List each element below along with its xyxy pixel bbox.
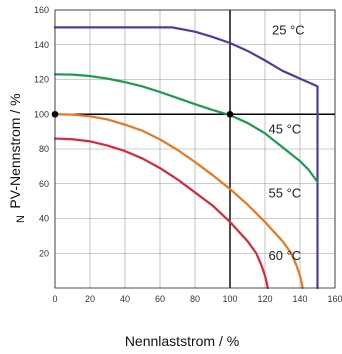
x-tick-label: 20 <box>85 294 95 304</box>
marker-point <box>226 110 234 118</box>
series-group <box>53 26 319 290</box>
x-tick-labels: 0 20 40 60 80 100 120 140 160 <box>52 294 342 304</box>
y-tick-label: 160 <box>34 5 49 15</box>
y-tick-label: 60 <box>39 179 49 189</box>
curve-label: 25 °C <box>272 22 305 37</box>
y-tick-label: 80 <box>39 144 49 154</box>
x-tick-label: 160 <box>327 294 342 304</box>
series-line-4 <box>53 137 269 290</box>
series-line-3 <box>53 113 304 290</box>
y-tick-label: 40 <box>39 214 49 224</box>
x-tick-label: 120 <box>257 294 272 304</box>
x-tick-label: 60 <box>155 294 165 304</box>
series-line-1 <box>53 26 319 290</box>
x-tick-label: 80 <box>190 294 200 304</box>
x-tick-label: 140 <box>292 294 307 304</box>
grid <box>54 9 336 288</box>
x-tick-label: 0 <box>52 294 57 304</box>
series-line-2 <box>53 73 319 184</box>
y-axis-title: PV-Nennstrom / % <box>7 93 23 208</box>
curve-label: 45 °C <box>269 121 302 136</box>
y-tick-label: 20 <box>39 248 49 258</box>
x-axis-title: Nennlaststrom / % <box>125 333 239 349</box>
reference-lines <box>55 10 335 288</box>
y-tick-label: 100 <box>34 109 49 119</box>
curve-labels: 25 °C 45 °C 55 °C 60 °C <box>269 22 305 263</box>
plot-frame <box>54 9 336 289</box>
x-tick-label: 100 <box>222 294 237 304</box>
curve-label: 60 °C <box>269 248 302 263</box>
curve-label: 55 °C <box>269 186 302 201</box>
y-tick-label: 140 <box>34 40 49 50</box>
y-axis-title-group: PV-Nennstrom / % N <box>7 93 27 223</box>
y-axis-title-prefix: N <box>15 215 27 223</box>
y-tick-label: 120 <box>34 75 49 85</box>
x-tick-label: 40 <box>120 294 130 304</box>
y-tick-labels: 20 40 60 80 100 120 140 160 <box>34 5 49 258</box>
